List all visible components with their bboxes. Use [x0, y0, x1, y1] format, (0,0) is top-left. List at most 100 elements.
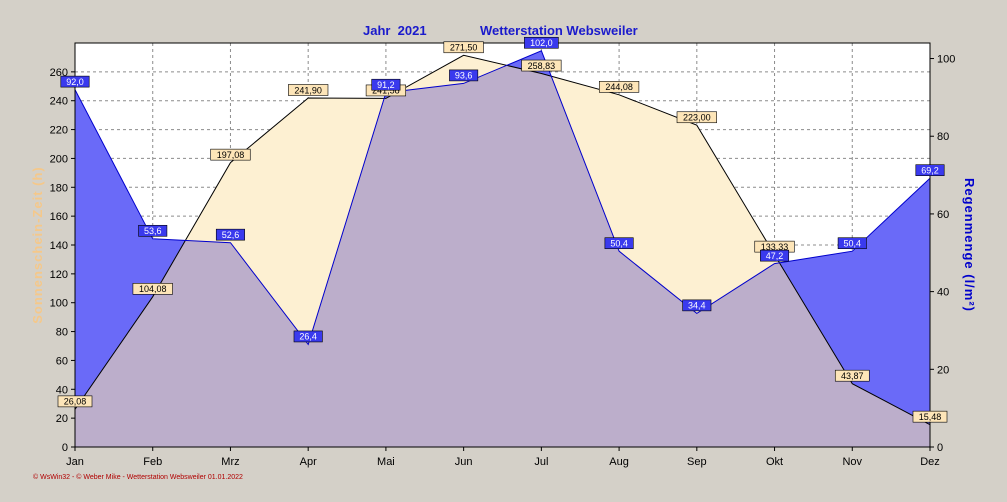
left-tick-label: 20 [56, 413, 68, 425]
sunshine-data-label: 43,87 [834, 369, 870, 382]
sunshine-data-label-text: 241,90 [294, 85, 322, 95]
right-tick-label: 100 [937, 54, 955, 66]
sunshine-data-label-text: 133,33 [761, 242, 789, 252]
rain-data-label-box [604, 237, 634, 250]
x-tick-label: Feb [143, 456, 162, 468]
x-tick-label: Mrz [221, 456, 239, 468]
sunshine-data-label-box [834, 369, 870, 382]
sunshine-data-label-text: 104,08 [139, 284, 167, 294]
left-tick-label: 220 [50, 125, 68, 137]
left-tick-label: 40 [56, 384, 68, 396]
sunshine-data-label: 241,90 [288, 84, 329, 96]
left-tick-label: 0 [62, 442, 68, 454]
right-axis-label: Regenmenge (l/m²) [962, 178, 977, 312]
sunshine-data-label-text: 244,08 [605, 82, 633, 92]
x-tick-label: Sep [687, 456, 707, 468]
rain-data-label-box [293, 330, 323, 343]
left-tick-label: 180 [50, 182, 68, 194]
sunshine-data-label: 15,48 [912, 410, 948, 423]
chart-title-year: Jahr 2021 [363, 23, 427, 38]
sunshine-data-label-box [57, 395, 93, 408]
rain-data-label-text: 50,4 [844, 239, 862, 249]
x-tick-label: Jun [455, 456, 473, 468]
left-tick-label: 140 [50, 240, 68, 252]
x-tick-label: Mai [377, 456, 395, 468]
data-labels: 26,08 104,08 197,08 241,90 241,58 271,50 258,8… [57, 36, 948, 423]
rain-data-label: 92,0 [60, 75, 90, 88]
sunshine-data-label: 104,08 [132, 283, 173, 295]
rain-data-label-text: 47,2 [766, 251, 784, 261]
rain-data-label-text: 52,6 [222, 230, 240, 240]
rain-data-label: 69,2 [915, 164, 945, 176]
right-tick-label: 60 [937, 209, 949, 221]
sunshine-data-label-text: 15,48 [919, 412, 942, 422]
sunshine-data-label: 197,08 [210, 148, 251, 161]
sunshine-data-label: 271,50 [443, 41, 484, 54]
rain-data-label: 102,0 [524, 36, 559, 49]
sunshine-line [74, 54, 931, 426]
rain-data-label-box [760, 249, 790, 262]
sunshine-data-label-text: 223,00 [683, 113, 711, 123]
rain-data-label: 93,6 [449, 69, 479, 82]
sunshine-data-label-box [443, 41, 484, 54]
sunshine-data-label-text: 258,83 [528, 61, 556, 71]
left-tick-label: 200 [50, 153, 68, 165]
rain-data-label: 50,4 [604, 237, 634, 250]
rain-data-label: 47,2 [760, 249, 790, 262]
rain-data-label-text: 93,6 [455, 71, 473, 81]
sunshine-data-label-box [132, 283, 173, 295]
x-tick-label: Jan [66, 456, 84, 468]
sunshine-data-label-box [598, 81, 640, 93]
x-tick-label: Apr [300, 456, 317, 468]
right-tick-label: 20 [937, 364, 949, 376]
right-tick-label: 0 [937, 442, 943, 454]
left-tick-label: 100 [50, 298, 68, 310]
rain-data-label: 26,4 [293, 330, 323, 343]
sunshine-data-label-box [912, 410, 948, 423]
rain-data-label-box [371, 78, 401, 91]
chart-title-station: Wetterstation Websweiler [480, 23, 638, 38]
rain-data-label: 53,6 [138, 224, 168, 237]
sunshine-data-label: 223,00 [676, 111, 717, 124]
rain-data-label-box [449, 69, 479, 82]
rain-data-label-box [915, 164, 945, 176]
x-tick-label: Jul [534, 456, 548, 468]
left-tick-label: 80 [56, 327, 68, 339]
left-tick-label: 160 [50, 211, 68, 223]
rain-data-label: 34,4 [682, 299, 712, 312]
left-tick-label: 60 [56, 355, 68, 367]
right-tick-label: 40 [937, 287, 949, 299]
axes: 0204060801001201401601802002202402600204… [50, 42, 955, 468]
x-tick-label: Aug [609, 456, 629, 468]
rain-data-label-text: 92,0 [66, 77, 84, 87]
sunshine-data-label: 26,08 [57, 395, 93, 408]
sunshine-data-label-text: 271,50 [450, 43, 478, 53]
rain-data-label-text: 91,2 [377, 80, 395, 90]
sunshine-data-label-text: 241,58 [372, 86, 400, 96]
x-tick-label: Nov [842, 456, 862, 468]
sunshine-data-label-box [521, 59, 562, 72]
rain-data-label-text: 69,2 [921, 165, 939, 175]
sunshine-data-label-text: 197,08 [217, 150, 245, 160]
rain-data-label-box [215, 228, 245, 241]
rain-line [74, 50, 931, 346]
rain-data-label-box [837, 237, 867, 250]
x-tick-label: Dez [920, 456, 940, 468]
rain-data-label: 52,6 [215, 228, 245, 241]
rain-data-label-box [682, 299, 712, 312]
rain-data-label-box [60, 75, 90, 88]
sunshine-data-label: 258,83 [521, 59, 562, 72]
x-tick-label: Okt [766, 456, 783, 468]
rain-data-label-text: 102,0 [530, 38, 553, 48]
rain-data-label-text: 50,4 [610, 239, 628, 249]
left-axis-label: Sonnenschein-Zeit (h) [30, 166, 45, 324]
rain-data-label: 91,2 [371, 78, 401, 91]
rain-data-label: 50,4 [837, 237, 867, 250]
rain-data-label-text: 34,4 [688, 301, 706, 311]
right-tick-label: 80 [937, 131, 949, 143]
rain-data-label-box [524, 36, 559, 49]
left-tick-label: 120 [50, 269, 68, 281]
sunshine-data-label: 244,08 [598, 81, 640, 93]
sunshine-data-label-box [288, 84, 329, 96]
